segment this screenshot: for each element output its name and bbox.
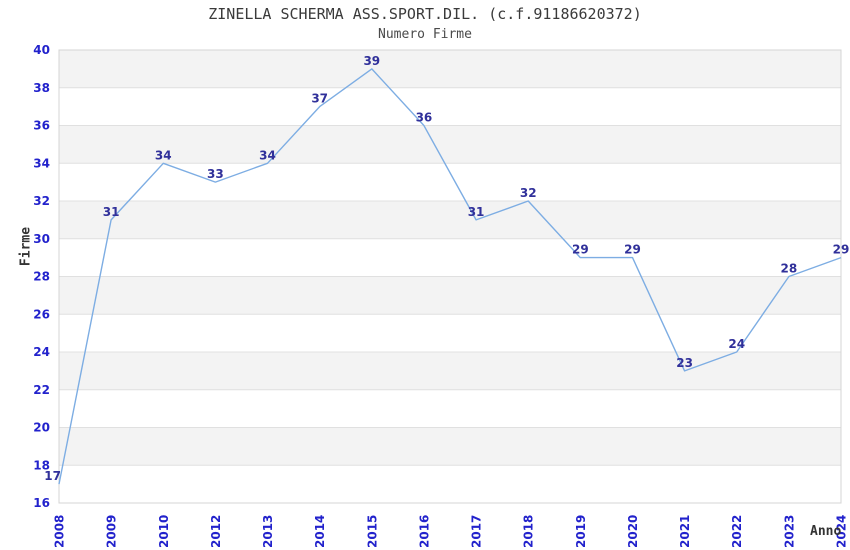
data-label: 29 xyxy=(572,243,589,257)
y-tick-label: 24 xyxy=(33,345,50,359)
x-tick-label: 2024 xyxy=(835,515,849,548)
data-label: 17 xyxy=(44,469,61,483)
x-tick-label: 2016 xyxy=(417,515,431,548)
data-label: 23 xyxy=(676,356,693,370)
y-tick-label: 28 xyxy=(33,270,50,284)
x-tick-label: 2008 xyxy=(53,515,67,548)
y-tick-label: 36 xyxy=(33,119,50,133)
data-label: 33 xyxy=(207,167,224,181)
y-tick-label: 30 xyxy=(33,232,50,246)
x-tick-label: 2020 xyxy=(626,515,640,548)
y-tick-label: 26 xyxy=(33,307,50,321)
plot-band xyxy=(59,50,841,88)
plot-border xyxy=(58,49,842,504)
y-tick-label: 32 xyxy=(33,194,50,208)
plot-band xyxy=(59,201,841,239)
x-tick-label: 2018 xyxy=(522,515,536,548)
x-tick-label: 2017 xyxy=(470,515,484,548)
x-axis-title: Anno xyxy=(810,524,842,539)
plot-band xyxy=(59,427,841,466)
x-tick-label: 2015 xyxy=(365,515,379,548)
data-label: 39 xyxy=(363,54,380,68)
data-label: 36 xyxy=(416,111,433,125)
plot-band xyxy=(59,87,841,126)
x-tick-label: 2010 xyxy=(157,515,171,548)
x-tick-label: 2021 xyxy=(678,515,692,548)
plot-band xyxy=(59,276,841,315)
data-label: 29 xyxy=(833,243,850,257)
y-tick-label: 34 xyxy=(33,156,50,170)
plot-band xyxy=(59,314,841,352)
y-tick-label: 38 xyxy=(33,81,50,95)
chart-title: ZINELLA SCHERMA ASS.SPORT.DIL. (c.f.9118… xyxy=(208,5,642,23)
y-tick-label: 16 xyxy=(33,496,50,510)
data-label: 32 xyxy=(520,186,537,200)
y-tick-label: 40 xyxy=(33,43,50,57)
data-label: 31 xyxy=(468,205,485,219)
series-line xyxy=(58,68,842,485)
x-tick-label: 2014 xyxy=(313,515,327,548)
x-tick-label: 2022 xyxy=(730,515,744,548)
x-tick-label: 2013 xyxy=(261,515,275,548)
plot-band xyxy=(59,238,841,277)
y-tick-label: 20 xyxy=(33,421,50,435)
data-label: 28 xyxy=(781,262,798,276)
plot-band xyxy=(59,465,841,503)
chart-subtitle: Numero Firme xyxy=(378,27,472,42)
data-label: 37 xyxy=(311,92,328,106)
x-tick-label: 2023 xyxy=(782,515,796,548)
data-label: 34 xyxy=(155,148,172,162)
data-label: 31 xyxy=(103,205,120,219)
plot-band xyxy=(59,389,841,428)
x-tick-label: 2009 xyxy=(105,515,119,548)
plot-band xyxy=(59,163,841,201)
y-tick-label: 18 xyxy=(33,458,50,472)
data-label: 34 xyxy=(259,148,276,162)
x-tick-label: 2019 xyxy=(574,515,588,548)
plot-band xyxy=(59,125,841,164)
y-tick-label: 22 xyxy=(33,383,50,397)
x-tick-label: 2012 xyxy=(209,515,223,548)
plot-band xyxy=(59,352,841,390)
data-label: 29 xyxy=(624,243,641,257)
data-label: 24 xyxy=(728,337,745,351)
